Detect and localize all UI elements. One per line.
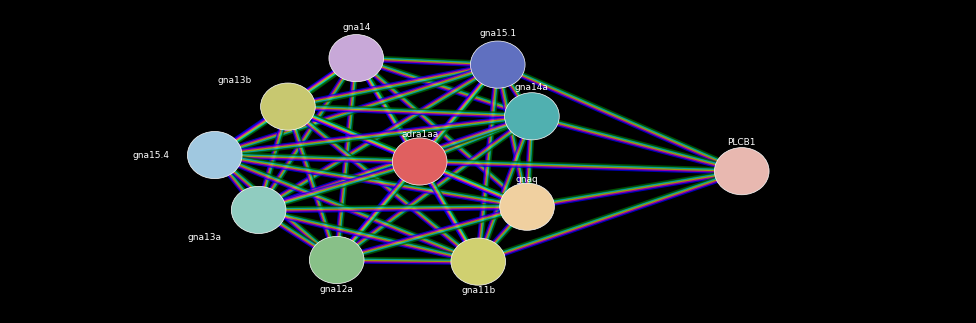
Text: adra1aa: adra1aa (401, 130, 438, 139)
Text: gna11b: gna11b (461, 286, 496, 295)
Text: PLCB1: PLCB1 (727, 138, 756, 147)
Text: gnaq: gnaq (515, 175, 539, 184)
Ellipse shape (309, 236, 364, 284)
Ellipse shape (500, 183, 554, 230)
Text: gna12a: gna12a (320, 285, 353, 294)
Ellipse shape (451, 238, 506, 285)
Ellipse shape (329, 35, 384, 82)
Ellipse shape (714, 148, 769, 195)
Text: gna14a: gna14a (515, 83, 549, 92)
Ellipse shape (231, 186, 286, 234)
Ellipse shape (470, 41, 525, 88)
Ellipse shape (261, 83, 315, 130)
Text: gna13a: gna13a (188, 233, 222, 242)
Text: gna15.1: gna15.1 (479, 29, 516, 38)
Text: gna14: gna14 (342, 23, 371, 32)
Ellipse shape (187, 131, 242, 179)
Ellipse shape (505, 93, 559, 140)
Ellipse shape (392, 138, 447, 185)
Text: gna15.4: gna15.4 (133, 151, 170, 160)
Text: gna13b: gna13b (217, 76, 252, 85)
